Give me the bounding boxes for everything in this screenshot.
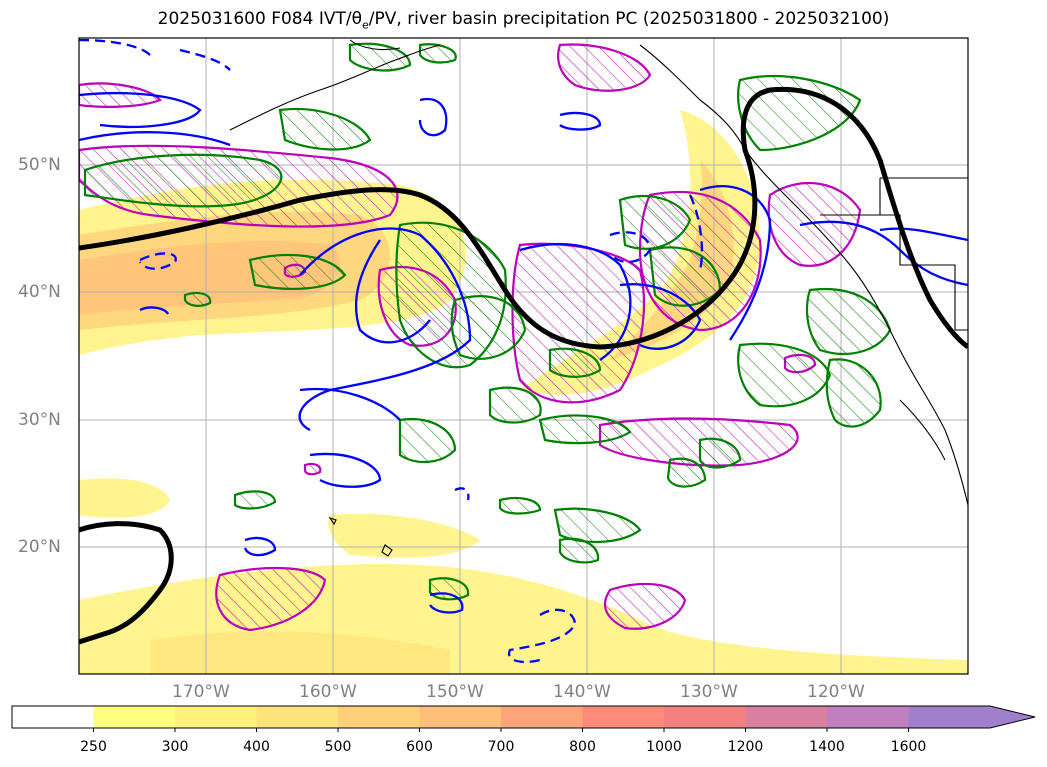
colorbar-label-1400: 1400 (809, 739, 845, 755)
lon-label-160w: 160°W (299, 682, 357, 702)
lon-label-170w: 170°W (172, 682, 230, 702)
colorbar-label-300: 300 (161, 739, 189, 755)
colorbar-label-1200: 1200 (727, 739, 764, 755)
colorbar-label-500: 500 (324, 739, 352, 755)
colorbar-segment-400 (256, 706, 338, 728)
colorbar-segment-1600 (908, 706, 1035, 728)
theta-e-contours (79, 91, 968, 614)
colorbar-label-1000: 1000 (646, 739, 682, 755)
colorbar (11, 705, 1036, 732)
lon-label-130w: 130°W (680, 682, 738, 702)
colorbar-segment-1200 (745, 706, 827, 728)
pv-contours (79, 86, 968, 645)
coastlines (229, 39, 968, 557)
lon-label-120w: 120°W (807, 682, 865, 702)
colorbar-segment-250 (93, 706, 175, 728)
lon-label-150w: 150°W (426, 682, 484, 702)
colorbar-segment-1000 (664, 706, 746, 728)
theta-e-dashed-contours (79, 38, 704, 664)
colorbar-label-700: 700 (487, 739, 515, 755)
colorbar-segment-500 (338, 706, 420, 728)
lat-label-30: 30°N (18, 410, 61, 430)
colorbar-segment-300 (175, 706, 257, 728)
colorbar-segment-1400 (827, 706, 909, 728)
colorbar-label-1600: 1600 (890, 739, 927, 755)
colorbar-label-250: 250 (80, 739, 107, 755)
colorbar-outline (11, 705, 1036, 729)
colorbar-segment-600 (419, 706, 501, 728)
colorbar-segment-800 (582, 706, 664, 728)
title-suffix: /PV, river basin precipitation PC (20250… (368, 9, 890, 29)
colorbar-label-800: 800 (569, 739, 596, 755)
title-theta: θ (351, 9, 362, 29)
map-area (79, 38, 968, 674)
title-theta-subscript: e (362, 18, 369, 32)
colorbar-segment-700 (501, 706, 583, 728)
lon-label-140w: 140°W (553, 682, 611, 702)
lat-label-20: 20°N (18, 537, 61, 557)
colorbar-label-400: 400 (243, 739, 270, 755)
lat-label-40: 40°N (18, 282, 61, 302)
colorbar-label-600: 600 (406, 739, 433, 755)
title-prefix: 2025031600 F084 IVT/ (157, 9, 352, 29)
map-title: 2025031600 F084 IVT/θe/PV, river basin p… (0, 9, 1047, 31)
lat-label-50: 50°N (18, 155, 61, 175)
colorbar-under-segment (12, 706, 94, 728)
map-frame (78, 37, 969, 675)
